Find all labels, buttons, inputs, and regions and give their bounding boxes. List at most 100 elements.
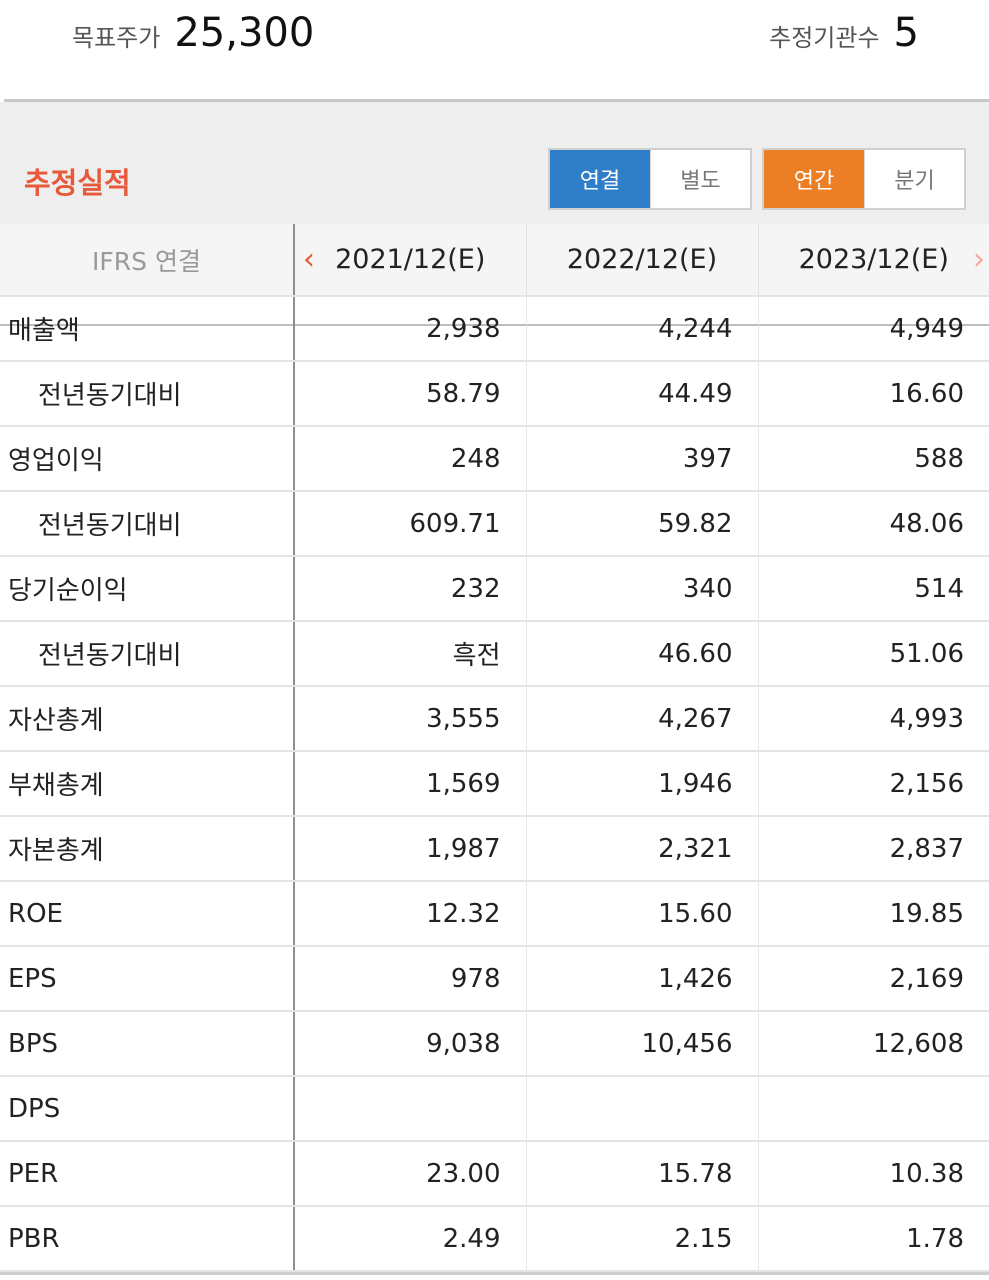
table-row: EPS 978 1,426 2,169: [0, 946, 989, 1012]
target-price: 목표주가 25,300: [72, 10, 314, 56]
chevron-left-icon[interactable]: ‹: [303, 242, 315, 277]
table-cell: 58.79: [293, 361, 526, 427]
table-row: DPS: [0, 1076, 989, 1142]
row-label: 전년동기대비: [0, 621, 295, 687]
table-cell: 16.60: [757, 361, 989, 427]
table-row: BPS 9,038 10,456 12,608: [0, 1011, 989, 1077]
column-header-label: 2022/12(E): [566, 244, 718, 275]
table-cell: [293, 1076, 526, 1142]
period-quarter-button[interactable]: 분기: [864, 150, 964, 208]
institution-count-label: 추정기관수: [769, 24, 880, 52]
table-row: 영업이익 248 397 588: [0, 426, 989, 492]
corner-label: IFRS 연결: [0, 224, 295, 297]
table-cell: 1,426: [525, 946, 758, 1012]
table-cell: 4,993: [757, 686, 989, 752]
table-cell: 44.49: [525, 361, 758, 427]
table-cell: 10,456: [525, 1011, 758, 1077]
column-header: 2022/12(E): [525, 224, 758, 297]
table-row: 매출액 2,938 4,244 4,949: [0, 296, 989, 362]
table-header-row: IFRS 연결 ‹ 2021/12(E) 2022/12(E) 2023/12(…: [0, 224, 989, 297]
table-cell: 514: [757, 556, 989, 622]
row-label: BPS: [0, 1011, 295, 1077]
table-row: PBR 2.49 2.15 1.78: [0, 1206, 989, 1272]
table-cell: 4,267: [525, 686, 758, 752]
table-cell: 232: [293, 556, 526, 622]
row-label: 자산총계: [0, 686, 295, 752]
table-cell: 1,987: [293, 816, 526, 882]
table-cell: 2,321: [525, 816, 758, 882]
table-cell: 248: [293, 426, 526, 492]
table-row: 부채총계 1,569 1,946 2,156: [0, 751, 989, 817]
institution-count: 추정기관수 5: [769, 10, 919, 56]
table-row: ROE 12.32 15.60 19.85: [0, 881, 989, 947]
period-annual-button[interactable]: 연간: [764, 150, 864, 208]
scope-separate-button[interactable]: 별도: [650, 150, 750, 208]
table-cell: 51.06: [757, 621, 989, 687]
table-cell: 1,946: [525, 751, 758, 817]
row-label: 자본총계: [0, 816, 295, 882]
period-toggle: 연간 분기: [762, 148, 966, 210]
table-bottom-border: [0, 1272, 989, 1275]
table-cell: 4,244: [525, 296, 758, 362]
target-price-value: 25,300: [174, 10, 315, 56]
table-cell: 1,569: [293, 751, 526, 817]
summary-bar: 목표주가 25,300 추정기관수 5: [0, 0, 989, 102]
table-cell: 2,156: [757, 751, 989, 817]
row-label: PER: [0, 1141, 295, 1207]
estimate-table: IFRS 연결 ‹ 2021/12(E) 2022/12(E) 2023/12(…: [0, 224, 989, 1272]
table-cell: 3,555: [293, 686, 526, 752]
row-label: ROE: [0, 881, 295, 947]
table-cell: [757, 1076, 989, 1142]
target-price-label: 목표주가: [72, 24, 161, 52]
scope-consolidated-button[interactable]: 연결: [550, 150, 650, 208]
table-cell: 12,608: [757, 1011, 989, 1077]
table-cell: 12.32: [293, 881, 526, 947]
table-cell: 10.38: [757, 1141, 989, 1207]
row-label: EPS: [0, 946, 295, 1012]
row-label: 영업이익: [0, 426, 295, 492]
row-label: 당기순이익: [0, 556, 295, 622]
table-cell: 397: [525, 426, 758, 492]
table-cell: 46.60: [525, 621, 758, 687]
table-cell: 1.78: [757, 1206, 989, 1272]
table-cell: 9,038: [293, 1011, 526, 1077]
table-cell: 2,938: [293, 296, 526, 362]
row-label: 매출액: [0, 296, 295, 362]
institution-count-value: 5: [893, 10, 919, 56]
row-label: PBR: [0, 1206, 295, 1272]
table-row: 전년동기대비 609.71 59.82 48.06: [0, 491, 989, 557]
table-cell: [525, 1076, 758, 1142]
table-row: 당기순이익 232 340 514: [0, 556, 989, 622]
row-label: 전년동기대비: [0, 361, 295, 427]
table-cell: 609.71: [293, 491, 526, 557]
table-cell: 978: [293, 946, 526, 1012]
table-cell: 15.60: [525, 881, 758, 947]
row-label: DPS: [0, 1076, 295, 1142]
table-row: PER 23.00 15.78 10.38: [0, 1141, 989, 1207]
table-cell: 48.06: [757, 491, 989, 557]
column-header-label: 2023/12(E): [798, 244, 949, 275]
table-cell: 19.85: [757, 881, 989, 947]
table-cell: 2.15: [525, 1206, 758, 1272]
table-cell: 2,169: [757, 946, 989, 1012]
table-row: 자산총계 3,555 4,267 4,993: [0, 686, 989, 752]
table-cell: 15.78: [525, 1141, 758, 1207]
row-label: 전년동기대비: [0, 491, 295, 557]
table-cell: 2.49: [293, 1206, 526, 1272]
table-row: 자본총계 1,987 2,321 2,837: [0, 816, 989, 882]
table-cell: 340: [525, 556, 758, 622]
chevron-right-icon[interactable]: ›: [973, 242, 985, 277]
table-cell: 4,949: [757, 296, 989, 362]
row-label: 부채총계: [0, 751, 295, 817]
table-row: 전년동기대비 58.79 44.49 16.60: [0, 361, 989, 427]
section-title: 추정실적: [24, 166, 131, 200]
table-cell: 588: [757, 426, 989, 492]
scope-toggle: 연결 별도: [548, 148, 752, 210]
table-row: 전년동기대비 흑전 46.60 51.06: [0, 621, 989, 687]
table-cell: 59.82: [525, 491, 758, 557]
summary-divider: [4, 99, 989, 102]
estimate-section-header: 추정실적 연결 별도 연간 분기: [0, 102, 989, 326]
column-header: 2023/12(E) ›: [757, 224, 989, 297]
table-cell: 23.00: [293, 1141, 526, 1207]
column-header: ‹ 2021/12(E): [293, 224, 526, 297]
